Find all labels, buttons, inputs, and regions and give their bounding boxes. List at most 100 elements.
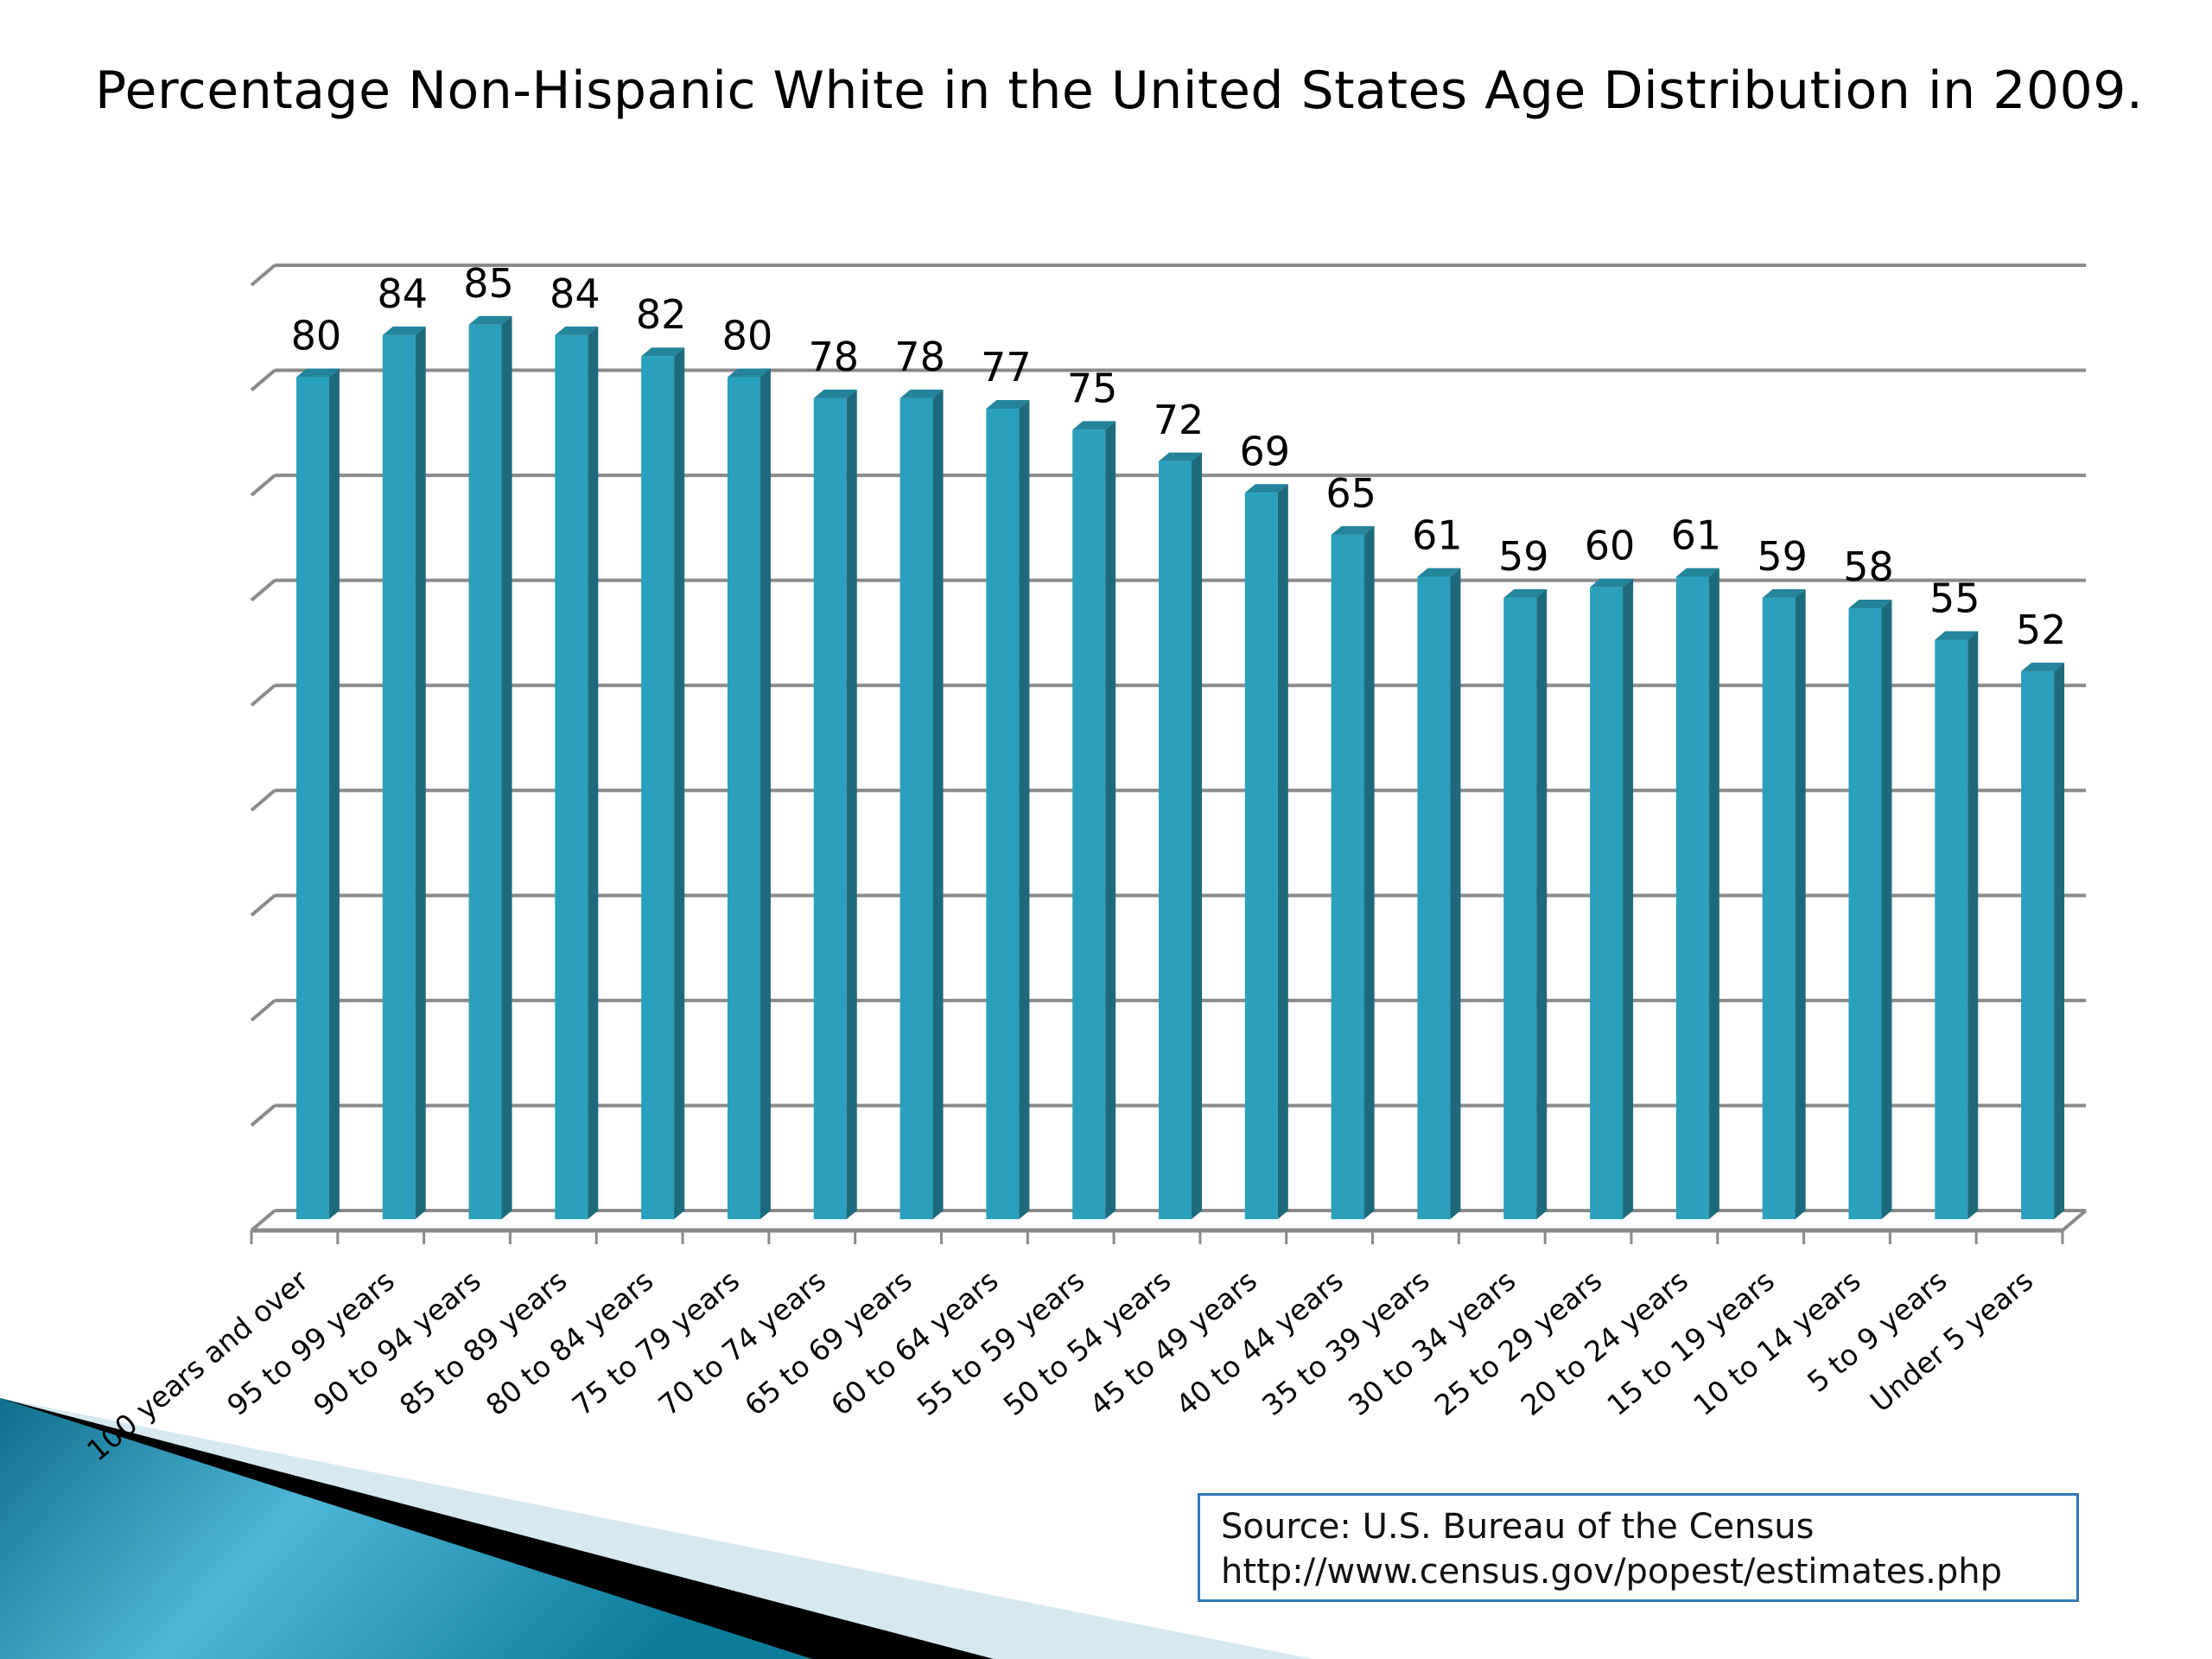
bar-front <box>296 377 329 1219</box>
bar <box>899 389 944 1219</box>
bar-side <box>1363 525 1375 1219</box>
bar <box>1503 588 1548 1219</box>
bar-side <box>1192 452 1202 1219</box>
data-labels: 80 84 85 84 82 80 78 78 77 75 72 69 65 61 59 60 61 59 58 55… <box>291 260 2067 653</box>
data-label: 82 <box>636 291 687 338</box>
data-label: 78 <box>808 334 859 380</box>
gridline-side <box>250 1103 276 1127</box>
gridline-side <box>250 474 276 497</box>
bar-side <box>1795 588 1806 1219</box>
bar-side <box>1881 599 1892 1219</box>
bar <box>1072 421 1116 1219</box>
bar-side <box>588 326 599 1219</box>
slide-title: Percentage Non-Hispanic White in the Uni… <box>95 60 2144 121</box>
bar-side <box>1450 568 1461 1219</box>
bar-top <box>555 326 599 335</box>
bar <box>2021 662 2065 1219</box>
bar <box>986 400 1030 1219</box>
bar <box>296 368 340 1219</box>
gridline-side <box>250 789 276 812</box>
bar-side <box>415 326 426 1219</box>
bar-top <box>296 368 340 378</box>
bar-top <box>1244 484 1288 493</box>
bar-top <box>1762 588 1806 598</box>
bar-top <box>468 315 512 325</box>
bar-front <box>1417 576 1451 1219</box>
bar-front <box>641 356 675 1219</box>
bar-top <box>1590 578 1634 588</box>
bar-front <box>555 334 588 1219</box>
deco-teal-band <box>0 1398 812 1659</box>
data-label: 60 <box>1585 523 1636 569</box>
bar-top <box>1072 421 1116 430</box>
bar-front <box>382 334 416 1219</box>
data-label: 65 <box>1325 470 1376 517</box>
bar-front <box>813 397 847 1219</box>
data-label: 78 <box>894 334 945 380</box>
bar-side <box>501 315 512 1219</box>
data-label: 52 <box>2016 607 2067 653</box>
bar-front <box>1848 607 1882 1219</box>
bar-front <box>468 324 502 1219</box>
bar-front <box>1675 576 1709 1219</box>
bar-side <box>932 389 944 1219</box>
gridline-side <box>250 1209 276 1232</box>
bar-top <box>1848 599 1892 608</box>
data-label: 80 <box>722 313 773 359</box>
bar-side <box>760 368 771 1219</box>
source-line-1: Source: U.S. Bureau of the Census <box>1221 1507 1815 1547</box>
bar <box>813 389 857 1219</box>
bar-side <box>1536 588 1548 1219</box>
data-label: 75 <box>1067 365 1118 411</box>
bar-front <box>727 377 760 1219</box>
bar-top <box>986 400 1030 410</box>
bar-front <box>1331 534 1364 1219</box>
bar <box>468 315 512 1219</box>
bar <box>727 368 771 1219</box>
bar-front <box>1159 461 1192 1219</box>
bar-front <box>1503 597 1537 1219</box>
bar <box>1417 568 1461 1219</box>
bar-top <box>1159 452 1202 461</box>
data-label: 84 <box>377 270 428 317</box>
gridline-side <box>250 369 276 392</box>
bar <box>1675 568 1719 1219</box>
data-label: 77 <box>981 344 1032 391</box>
data-label: 59 <box>1498 533 1549 580</box>
bar-front <box>899 397 933 1219</box>
bar-side <box>674 347 685 1219</box>
bar-top <box>1675 568 1719 577</box>
bar-top <box>1417 568 1461 577</box>
bar-front <box>1590 587 1624 1219</box>
bar-front <box>1935 639 1968 1219</box>
data-label: 84 <box>550 270 601 317</box>
bar-side <box>1277 484 1288 1219</box>
bar <box>641 347 685 1219</box>
bar <box>382 326 426 1219</box>
bar-top <box>1935 631 1979 640</box>
bar-front <box>1762 597 1796 1219</box>
bar <box>1159 452 1202 1219</box>
bar <box>1331 525 1375 1219</box>
bar <box>1244 484 1288 1219</box>
source-box: Source: U.S. Bureau of the Census http:/… <box>1198 1493 2079 1602</box>
data-label: 69 <box>1240 428 1291 474</box>
bar-side <box>846 389 857 1219</box>
bar-top <box>899 389 944 398</box>
bar-side <box>1967 631 1979 1219</box>
bar-top <box>1503 588 1548 598</box>
bars <box>296 315 2065 1219</box>
data-label: 72 <box>1154 397 1205 443</box>
bar-side <box>1708 568 1719 1219</box>
floor-right-edge <box>2061 1209 2088 1232</box>
bar-front <box>1072 429 1106 1219</box>
bar-front <box>1244 493 1278 1219</box>
bar <box>1935 631 1979 1219</box>
data-label: 61 <box>1412 512 1463 559</box>
bar-top <box>641 347 685 357</box>
bar-front <box>986 409 1020 1219</box>
bar-side <box>1623 578 1634 1219</box>
